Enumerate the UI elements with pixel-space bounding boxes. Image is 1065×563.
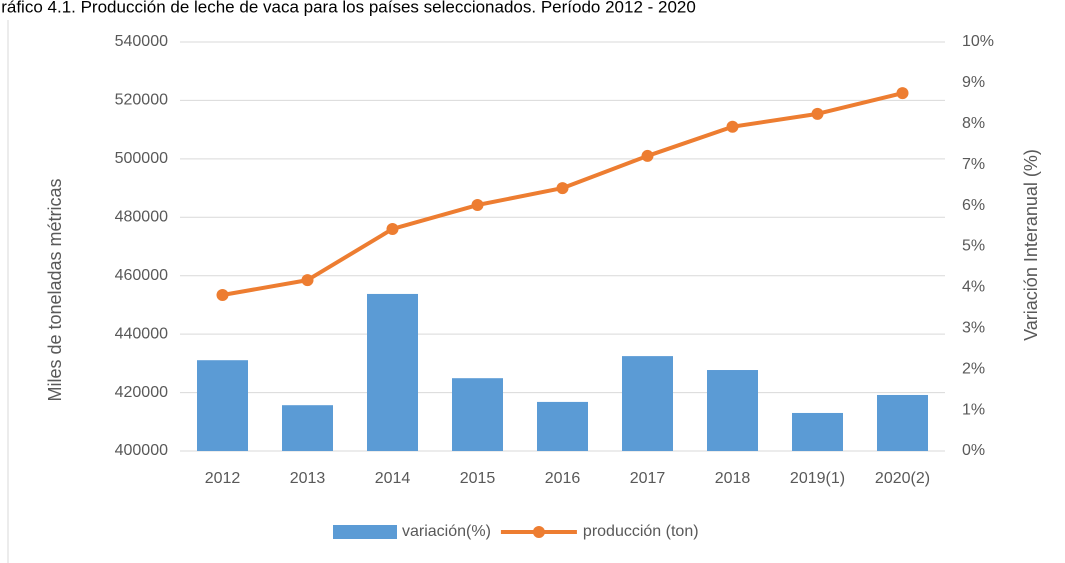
y2-tick-label: 4% — [962, 279, 985, 296]
y-tick-label: 460000 — [115, 267, 168, 284]
y2-tick-label: 0% — [962, 442, 985, 459]
bar — [537, 401, 588, 451]
x-tick-label: 2019(1) — [790, 470, 845, 487]
y2-tick-label: 8% — [962, 115, 985, 132]
x-tick-label: 2016 — [545, 470, 581, 487]
y-tick-label: 540000 — [115, 33, 168, 50]
x-tick-label: 2020(2) — [875, 470, 930, 487]
x-tick-label: 2013 — [290, 470, 326, 487]
bar — [622, 356, 673, 451]
line-marker — [641, 149, 654, 162]
line-marker — [896, 87, 909, 100]
line-marker — [556, 182, 569, 195]
line-marker — [471, 199, 484, 212]
x-tick-label: 2012 — [205, 470, 241, 487]
chart-title: Gráfico 4.1. Producción de leche de vaca… — [0, 0, 696, 16]
y2-tick-label: 6% — [962, 197, 985, 214]
legend-marker — [532, 526, 545, 538]
legend-label: producción (ton) — [583, 523, 699, 540]
y2-axis-title: Variación Interanual (%) — [1021, 149, 1041, 341]
bar — [367, 293, 418, 451]
legend-label: variación(%) — [402, 523, 491, 540]
y2-tick-label: 3% — [962, 320, 985, 337]
y-tick-label: 440000 — [115, 325, 168, 342]
bar — [792, 412, 843, 451]
x-tick-label: 2018 — [715, 470, 751, 487]
bar — [877, 394, 928, 451]
y2-tick-label: 7% — [962, 156, 985, 173]
x-tick-label: 2014 — [375, 470, 411, 487]
legend-swatch — [333, 525, 397, 539]
y2-tick-label: 10% — [962, 33, 994, 50]
y-tick-label: 500000 — [115, 150, 168, 167]
x-tick-label: 2017 — [630, 470, 666, 487]
line-marker — [386, 222, 399, 235]
y2-tick-label: 1% — [962, 401, 985, 418]
line-marker — [216, 288, 229, 301]
y-axis-title: Miles de toneladas métricas — [45, 178, 65, 401]
bar — [197, 360, 248, 451]
x-tick-label: 2015 — [460, 470, 496, 487]
y-tick-label: 400000 — [115, 442, 168, 459]
bar — [707, 370, 758, 451]
y2-tick-label: 9% — [962, 74, 985, 91]
bar — [452, 378, 503, 451]
y-tick-label: 480000 — [115, 209, 168, 226]
line-marker — [301, 274, 314, 287]
line-marker — [726, 120, 739, 133]
y-tick-label: 420000 — [115, 384, 168, 401]
bar — [282, 405, 333, 451]
y2-tick-label: 5% — [962, 238, 985, 255]
line-marker — [811, 107, 824, 120]
y2-tick-label: 2% — [962, 360, 985, 377]
y-tick-label: 520000 — [115, 92, 168, 109]
